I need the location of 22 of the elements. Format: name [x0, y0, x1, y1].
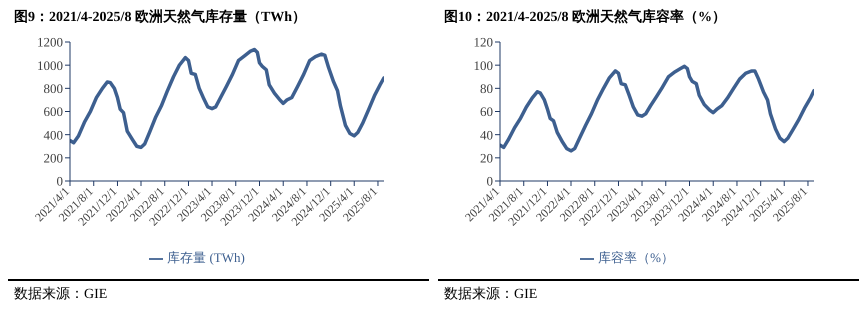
legend-label: 库存量 (TWh)	[167, 250, 245, 265]
y-tick-label: 800	[44, 80, 63, 96]
source-note: 数据来源：GIE	[14, 286, 108, 303]
y-tick-label: 40	[480, 127, 493, 142]
chart-title: 图9：2021/4-2025/8 欧洲天然气库存量（TWh）	[13, 8, 308, 27]
legend-label: 库容率（%）	[598, 250, 674, 265]
y-tick-label: 600	[44, 104, 63, 120]
y-tick-label: 80	[480, 80, 493, 96]
chart-title: 图10：2021/4-2025/8 欧洲天然气库容率（%）	[443, 8, 727, 27]
y-tick-label: 0	[56, 174, 63, 189]
y-tick-label: 20	[480, 150, 493, 166]
source-note: 数据来源：GIE	[444, 286, 538, 303]
y-tick-label: 100	[474, 58, 493, 73]
y-tick-label: 200	[44, 150, 63, 166]
line-series	[70, 48, 384, 150]
y-tick-label: 400	[44, 127, 63, 142]
y-tick-label: 60	[480, 104, 493, 120]
y-tick-label: 120	[474, 34, 493, 50]
y-tick-label: 1200	[37, 34, 63, 50]
y-tick-label: 0	[486, 174, 493, 189]
line-series	[500, 64, 814, 153]
y-tick-label: 1000	[37, 58, 63, 73]
